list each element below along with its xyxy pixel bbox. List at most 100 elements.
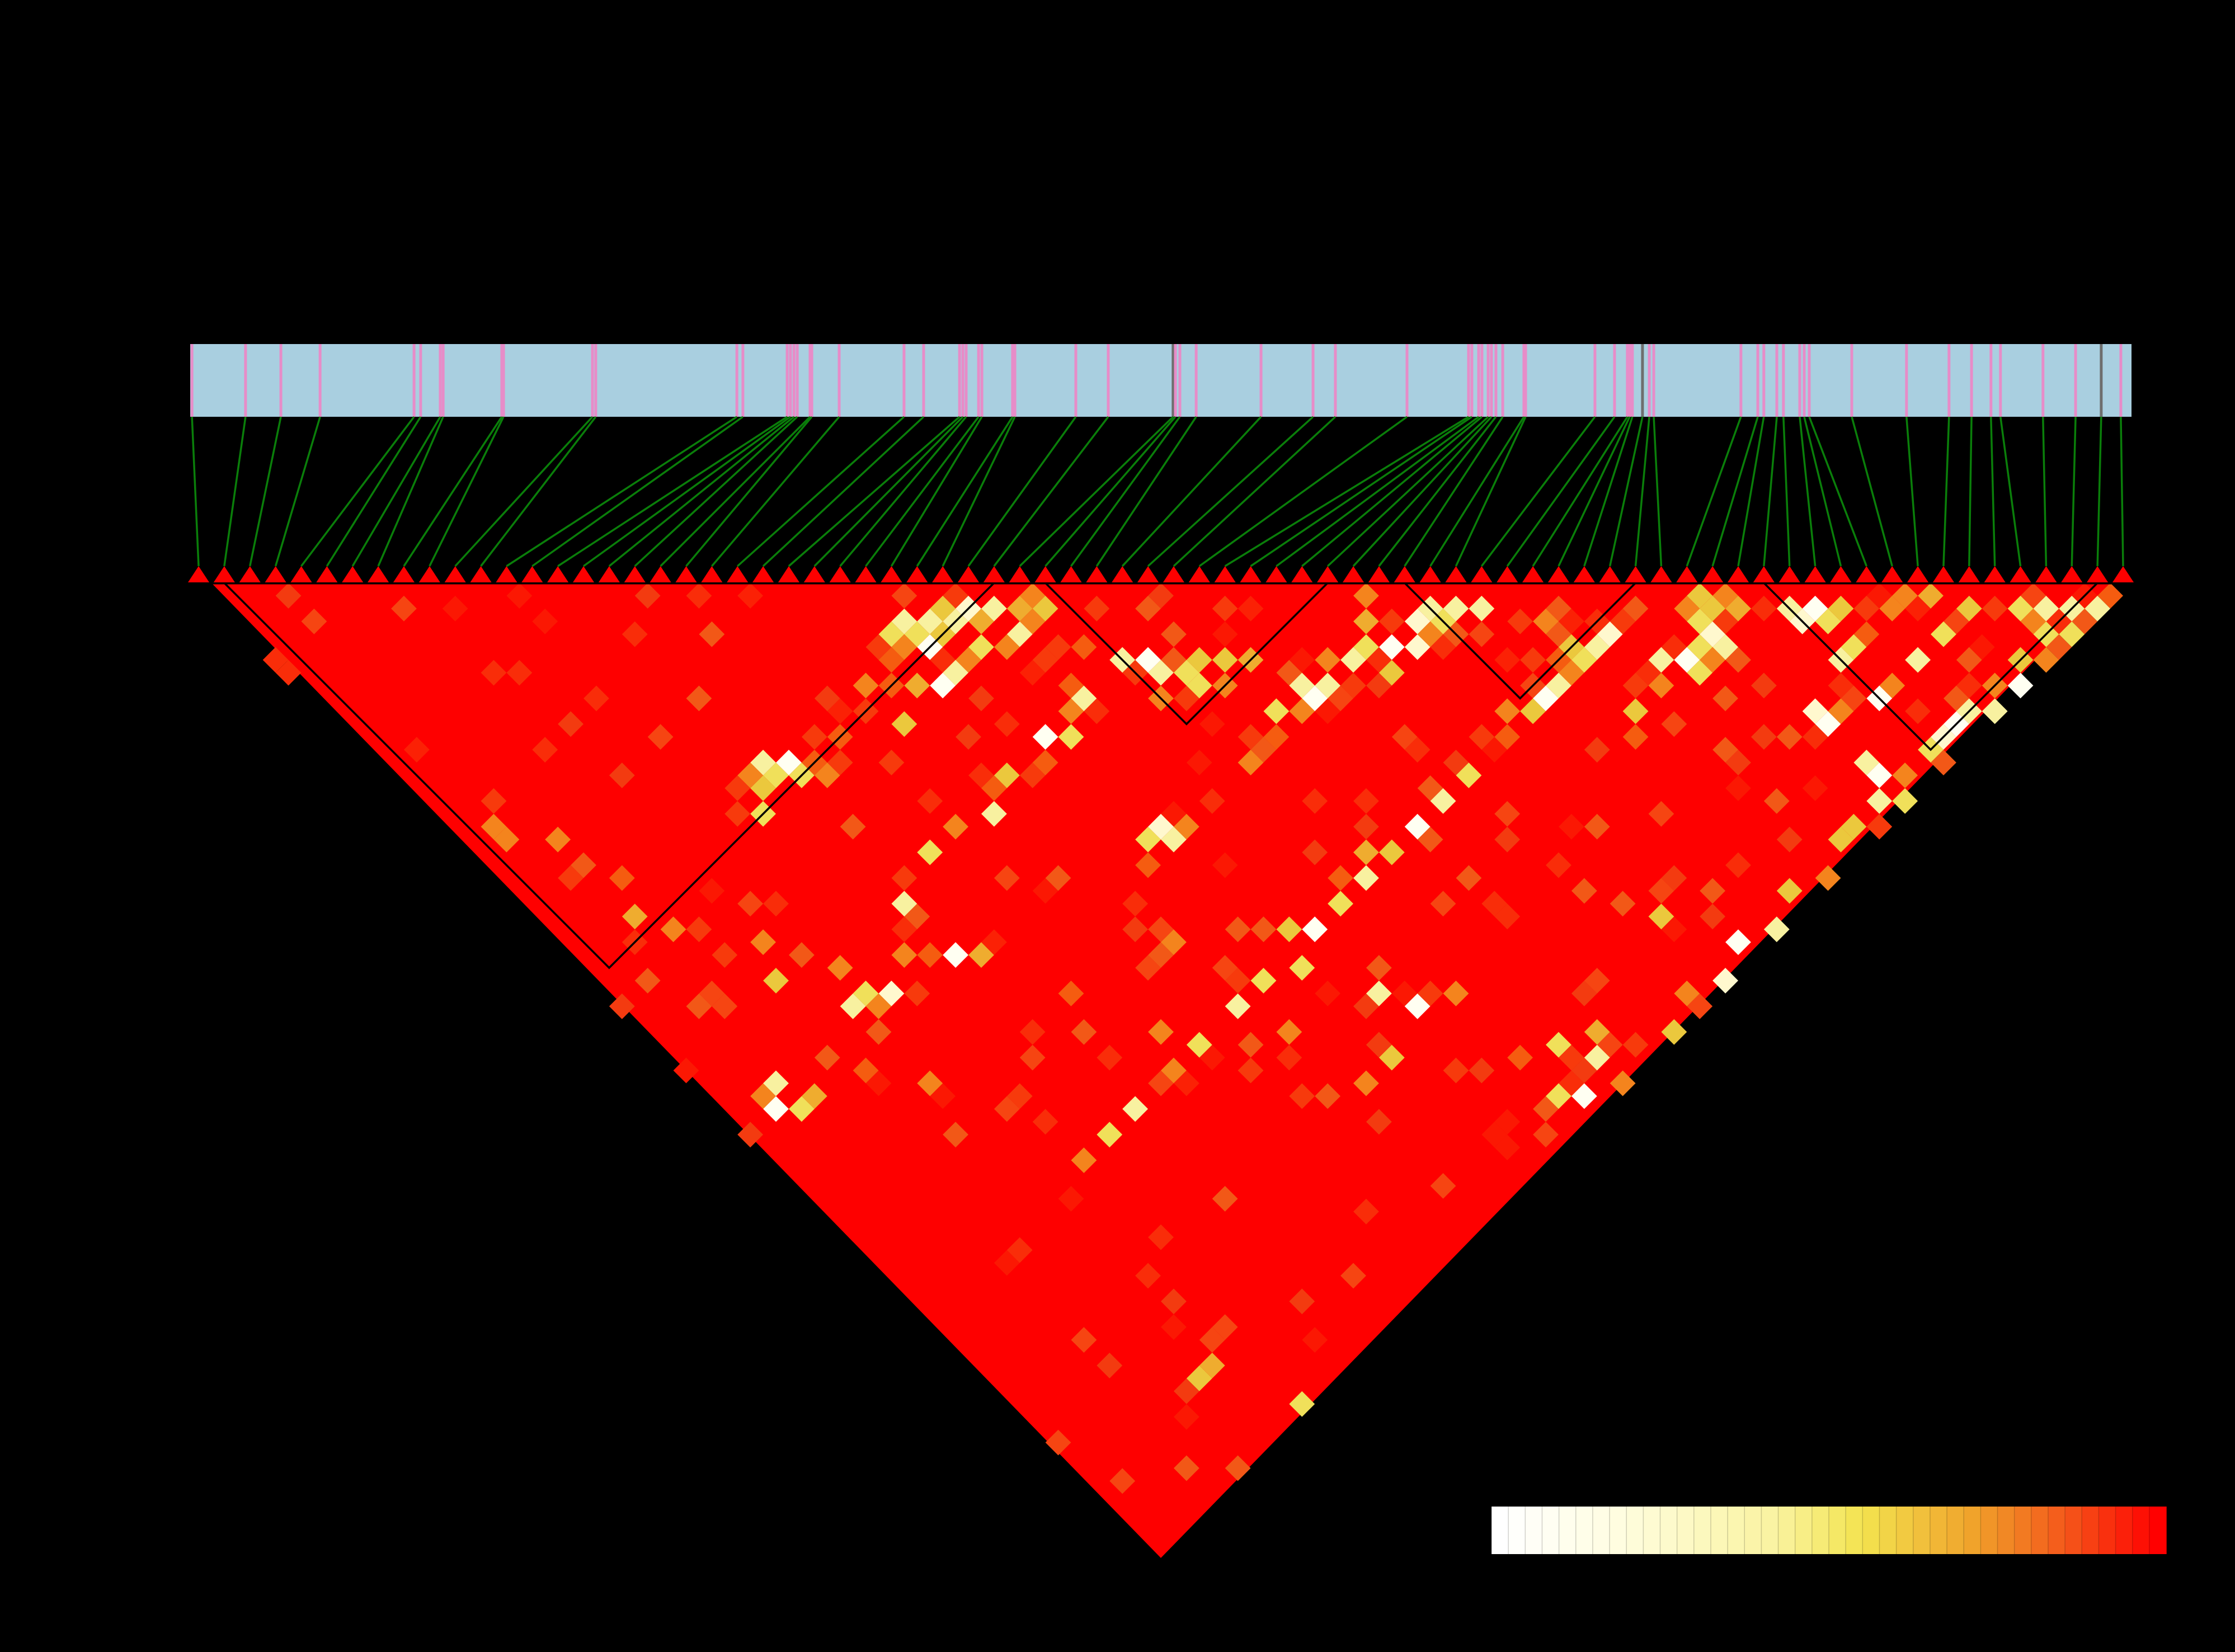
ld-cell-texture [1828,672,1854,699]
ld-cell-texture [1289,647,1315,673]
ld-cell-texture [1148,942,1174,968]
color-scale-segment [1660,1507,1678,1554]
haplotype-block-outline [223,582,995,969]
ld-cell-texture [1019,1019,1046,1045]
ld-cell [1404,608,1431,634]
snp-connector-line [1583,416,1634,567]
ld-cell [1161,929,1187,956]
ld-cell-texture [1866,583,1893,609]
ld-cell [1328,891,1353,917]
ld-cell-texture [1212,621,1238,647]
ld-cell-texture [1058,1185,1084,1212]
snp-connector-line [326,416,422,567]
ld-cell [1456,763,1482,788]
snp-connector-line [813,416,964,567]
snp-connector-line [1990,416,1996,567]
ld-cell [481,813,507,840]
ld-cell [686,916,712,943]
ld-cell-texture [1725,647,1751,673]
ld-cell-texture [1943,608,1969,634]
snp-connector-line [1968,416,1973,567]
ld-cell [1725,929,1751,956]
snp-connector-line [1686,416,1742,567]
color-scale-segment [1879,1507,1897,1554]
ld-cell-texture [1610,891,1636,917]
snp-marker-triangle [213,566,235,582]
ld-cell-texture [1315,1083,1341,1109]
snp-connector-line [1121,416,1262,567]
snp-connector-line [1999,416,2022,567]
ld-cell-texture [1109,1468,1136,1494]
ld-cell [1700,621,1726,647]
ld-cell [1417,980,1443,1006]
ld-cell [1161,826,1187,853]
ld-cell [1058,698,1084,724]
ld-cell-texture [558,711,584,737]
ld-cell-texture [1212,852,1238,878]
ld-cell-texture [968,685,994,712]
ld-cell [1982,698,2008,724]
ld-cell [2033,595,2059,622]
snp-connector-line [865,416,980,567]
ld-cell-texture [1276,1044,1302,1071]
ld-cell [1199,1353,1225,1378]
ld-cell-texture [1661,634,1687,660]
ld-cell-texture [1469,621,1495,647]
snp-connector-line [1653,416,1663,567]
ld-cell-texture [1661,865,1687,891]
ld-cell-texture [634,968,661,994]
color-scale-segment [2149,1507,2167,1554]
ld-cell [622,903,648,930]
snp-connector-line [993,416,1109,567]
snp-marker-triangle [342,566,364,582]
ld-cell [1610,608,1636,634]
ld-cell [1378,608,1405,634]
ld-cell [1802,698,1828,724]
ld-cell [1712,583,1738,609]
snp-marker-triangle [1471,566,1493,582]
color-scale-segment [1829,1507,1846,1554]
ld-cell [1866,763,1893,788]
ld-cell [1225,968,1251,994]
snp-marker-triangle [1958,566,1980,582]
color-scale-segment [1491,1507,1509,1554]
snp-connector-line [429,416,505,567]
ld-cell [801,1083,827,1109]
ld-cell [801,724,827,750]
ld-cell [917,839,943,865]
ld-cell-texture [763,891,789,917]
ld-cell [1815,865,1841,891]
ld-cell-texture [1032,1109,1058,1135]
ld-cell [981,595,1007,622]
ld-cell [1058,980,1084,1006]
ld-cell [1212,595,1238,622]
ld-cell-texture [891,916,917,943]
ld-cell [1520,647,1546,673]
ld-cell [1828,826,1854,853]
ld-cell-texture [1584,813,1610,840]
snp-marker-triangle [2061,566,2083,582]
snp-marker-triangle [470,566,492,582]
snp-connector-line [1095,416,1197,567]
ld-cell [1712,608,1738,634]
ld-cell-texture [1315,698,1341,724]
snp-marker-triangle [983,566,1005,582]
ld-cell-texture [1417,775,1443,801]
ld-cell-texture [1122,891,1149,917]
snp-marker-triangle [239,566,261,582]
ld-cell [1289,698,1315,724]
ld-cell [1161,1057,1187,1084]
color-scale-segment [1811,1507,1829,1554]
ld-cell-texture [737,1122,764,1148]
ld-cell-texture [1712,737,1738,763]
snp-marker-triangle [881,566,902,582]
ld-cell-texture [1238,1032,1264,1058]
ld-cell [981,775,1007,801]
ld-cell [1892,583,1918,609]
color-scale-segment [1559,1507,1577,1554]
snp-marker-triangle [368,566,389,582]
ld-cell-texture [275,660,302,686]
snp-marker-triangle [2010,566,2031,582]
snp-marker-triangle [1856,566,1878,582]
haplotype-block-outline [1763,582,2098,751]
